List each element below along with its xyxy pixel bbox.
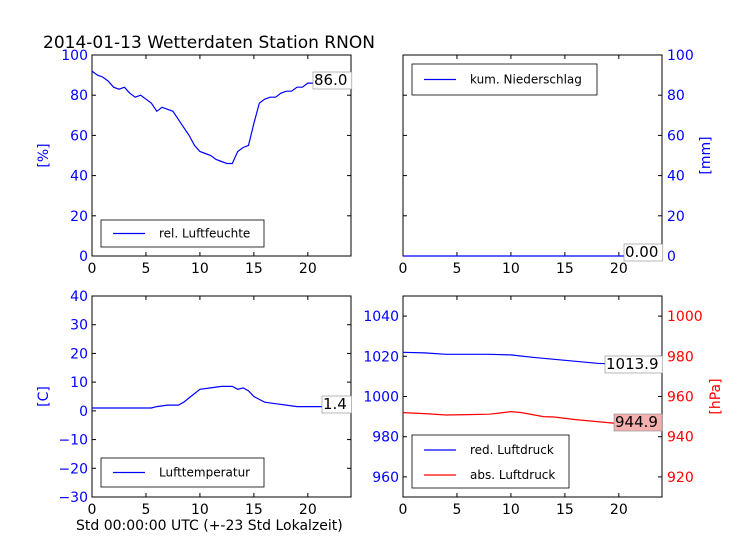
legend: Lufttemperatur [100,457,265,488]
x-tick-label: 5 [141,502,150,518]
x-tick-label: 0 [88,261,97,277]
readout-value: 1.4 [323,395,347,413]
y-tick-label: 1020 [363,349,399,365]
y-tick-label: 0 [79,249,88,265]
x-tick-label: 15 [556,502,574,518]
legend-entry: Lufttemperatur [159,466,250,480]
y-tick-label: 20 [667,209,685,225]
y2-tick-label: 980 [667,349,694,365]
x-tick-label: 10 [502,261,520,277]
panel-4: 0 5 10 15 20 960 980 1000 1020 1040 920 940 960 980 10… [363,295,724,518]
legend: red. Luftdruck abs. Luftdruck [411,434,570,489]
legend: kum. Niederschlag [411,63,598,96]
panel-1: 0 5 10 15 20 0 20 40 60 80 100 [%] rel. Luftfeuchte 8… [36,48,353,277]
y-tick-label: −20 [58,461,88,477]
legend-box [411,63,598,96]
figure-title: 2014-01-13 Wetterdaten Station RNON [43,33,375,53]
y2-tick-label: 940 [667,430,694,446]
x-tick-label: 5 [452,502,461,518]
y-tick-label: 30 [70,318,88,334]
legend-entry: kum. Niederschlag [470,73,582,87]
y-tick-label: 0 [667,249,676,265]
panel-3: 0 5 10 15 20 −30 −20 −10 0 10 20 30 40 [C] Lufttempera… [36,289,352,518]
y-tick-label: 1000 [363,390,399,406]
readout-value: 1013.9 [606,355,659,373]
x-tick-label: 15 [556,261,574,277]
series-line-lufttemperatur [92,385,351,409]
x-tick-label: 10 [191,502,209,518]
legend: rel. Luftfeuchte [100,219,265,248]
x-tick-label: 5 [141,261,150,277]
y-axis-label: [C] [36,386,52,407]
readout-box [623,243,664,262]
y-tick-label: 100 [667,48,694,64]
y-tick-label: 60 [667,128,685,144]
legend-entry: red. Luftdruck [470,443,554,457]
y-tick-label: 80 [667,88,685,104]
x-tick-label: 0 [88,502,97,518]
y-tick-label: 40 [70,289,88,305]
y-tick-label: 40 [70,169,88,185]
legend-entry: rel. Luftfeuchte [159,227,250,241]
x-axis-label: Std 00:00:00 UTC (+-23 Std Lokalzeit) [76,518,343,534]
y2-tick-label: 960 [667,390,694,406]
readout-box [613,413,663,432]
x-tick-label: 5 [452,261,461,277]
y-tick-label: 40 [667,169,685,185]
x-tick-label: 0 [399,502,408,518]
legend-entry: abs. Luftdruck [470,468,555,482]
x-tick-label: 15 [245,502,263,518]
y2-axis-label: [hPa] [708,378,724,414]
y2-tick-label: 1000 [667,309,703,325]
x-tick-label: 20 [610,502,628,518]
y-tick-label: 10 [70,375,88,391]
x-tick-label: 0 [399,261,408,277]
readout-value: 86.0 [314,71,347,89]
x-tick-label: 15 [245,261,263,277]
readout-box [312,71,353,90]
y-tick-label: 960 [372,470,399,486]
x-tick-label: 20 [610,261,628,277]
x-tick-label: 20 [299,502,317,518]
y-tick-label: 1040 [363,309,399,325]
x-tick-label: 10 [502,502,520,518]
readout-value: 944.9 [615,413,658,431]
panel-2: 0 5 10 15 20 0 20 40 60 80 100 [mm] kum. Niederschla… [399,48,714,277]
readout-box [321,395,352,414]
y-tick-label: −10 [58,433,88,449]
y-tick-label: 20 [70,346,88,362]
readout-box [604,355,663,374]
y-axis-label: [%] [36,143,52,167]
series-line-abs-luftdruck [403,410,662,428]
y-tick-label: 100 [61,48,88,64]
y-tick-label: 980 [372,430,399,446]
x-tick-label: 20 [299,261,317,277]
y-tick-label: 60 [70,128,88,144]
y-tick-label: 80 [70,88,88,104]
x-tick-label: 10 [191,261,209,277]
series-line-rel-luftfeuchte [92,70,351,165]
legend-box [411,434,570,489]
y-tick-label: 20 [70,209,88,225]
y-tick-label: −30 [58,490,88,506]
y-tick-label: 0 [79,404,88,420]
readout-value: 0.00 [625,243,658,261]
y-axis-label: [mm] [698,136,714,174]
y2-tick-label: 920 [667,470,694,486]
